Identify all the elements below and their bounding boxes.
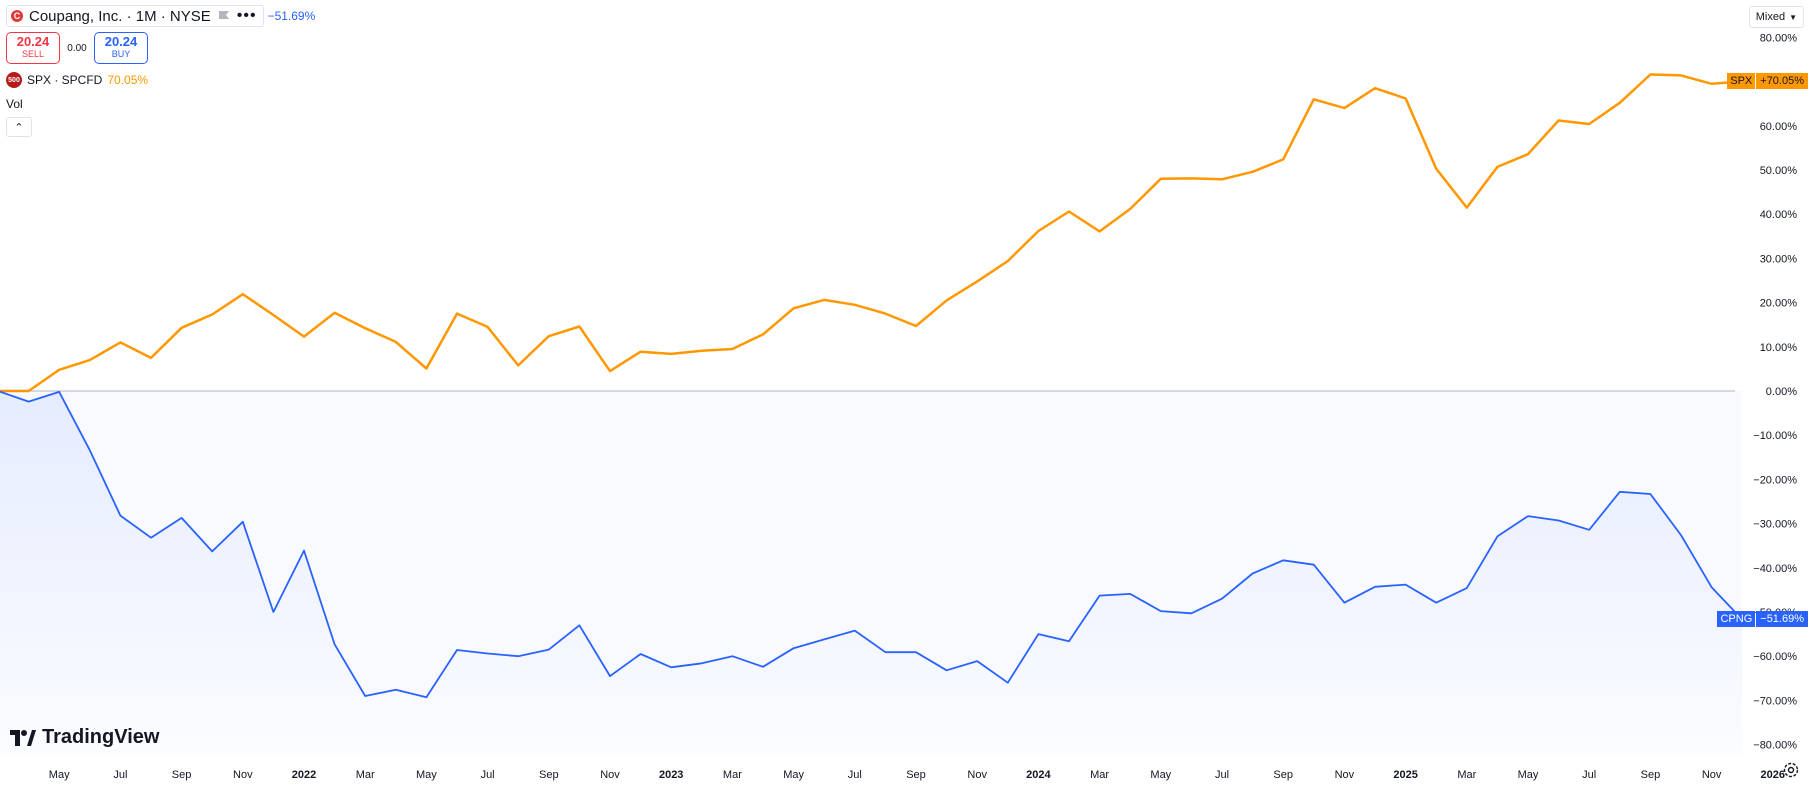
- cpng-area-fill: [0, 391, 1743, 755]
- chart-legend: C Coupang, Inc. · 1M · NYSE ••• −51.69% …: [6, 5, 316, 137]
- y-tick-label: −30.00%: [1753, 519, 1797, 531]
- scale-mode-button[interactable]: Mixed ▼: [1748, 6, 1804, 28]
- cpng-series-line: [0, 390, 1743, 699]
- y-tick-label: −60.00%: [1753, 651, 1797, 663]
- y-tick-label: 20.00%: [1760, 298, 1798, 310]
- compare-symbol: SPX · SPCFD: [27, 73, 103, 87]
- more-options-icon[interactable]: •••: [236, 7, 257, 24]
- buy-button[interactable]: 20.24 BUY: [94, 32, 148, 64]
- y-tick-label: 40.00%: [1760, 209, 1798, 221]
- main-change: −51.69%: [267, 9, 316, 23]
- spx-tag-value: +70.05%: [1756, 73, 1808, 90]
- x-tick-label: May: [1150, 769, 1171, 781]
- x-tick-label: May: [49, 769, 70, 781]
- buy-label: BUY: [111, 49, 131, 59]
- buy-price: 20.24: [104, 34, 138, 49]
- symbol-title-box[interactable]: C Coupang, Inc. · 1M · NYSE •••: [6, 5, 264, 27]
- x-tick-label: Mar: [1090, 769, 1109, 781]
- y-tick-label: 0.00%: [1766, 386, 1797, 398]
- y-tick-label: 80.00%: [1760, 32, 1798, 44]
- y-tick-label: 60.00%: [1760, 121, 1798, 133]
- x-tick-label: Mar: [1457, 769, 1476, 781]
- y-tick-label: 50.00%: [1760, 165, 1798, 177]
- compare-change: 70.05%: [107, 73, 149, 87]
- x-tick-label: Nov: [967, 769, 987, 781]
- y-tick-label: −40.00%: [1753, 563, 1797, 575]
- x-tick-label: Mar: [723, 769, 742, 781]
- x-tick-label: Jul: [481, 769, 495, 781]
- tradingview-logo[interactable]: TradingView: [10, 726, 159, 749]
- y-tick-label: −10.00%: [1753, 430, 1797, 442]
- x-tick-label: Jul: [1215, 769, 1229, 781]
- y-tick-label: −70.00%: [1753, 695, 1797, 707]
- x-tick-label: 2026: [1761, 769, 1785, 781]
- y-tick-label: 10.00%: [1760, 342, 1798, 354]
- sell-button[interactable]: 20.24 SELL: [6, 32, 60, 64]
- x-tick-label: Mar: [356, 769, 375, 781]
- spx-series-line: [0, 73, 1743, 393]
- spx-price-tag: SPX +70.05%: [1727, 73, 1808, 90]
- x-tick-label: Nov: [1335, 769, 1355, 781]
- collapse-legend-button[interactable]: ⌃: [6, 117, 32, 137]
- x-tick-label: 2025: [1393, 769, 1417, 781]
- spx-logo-icon: 500: [6, 72, 22, 88]
- spread-value: 0.00: [67, 42, 87, 54]
- gear-icon[interactable]: [1782, 761, 1800, 779]
- x-tick-label: Jul: [848, 769, 862, 781]
- x-tick-label: 2024: [1026, 769, 1051, 781]
- x-tick-label: Nov: [233, 769, 253, 781]
- y-tick-label: −20.00%: [1753, 474, 1797, 486]
- x-tick-label: Sep: [172, 769, 192, 781]
- tradingview-logo-text: TradingView: [42, 726, 160, 748]
- coupang-logo-icon: C: [11, 10, 23, 22]
- x-tick-label: Jul: [113, 769, 127, 781]
- flag-icon[interactable]: [217, 10, 231, 22]
- x-tick-label: 2022: [292, 769, 316, 781]
- x-tick-label: 2023: [659, 769, 683, 781]
- x-tick-label: Jul: [1582, 769, 1596, 781]
- sell-label: SELL: [21, 49, 45, 59]
- spx-tag-name: SPX: [1727, 73, 1756, 90]
- volume-label[interactable]: Vol: [6, 97, 23, 111]
- x-tick-label: May: [416, 769, 437, 781]
- symbol-title: Coupang, Inc. · 1M · NYSE: [29, 7, 211, 25]
- sell-price: 20.24: [16, 34, 50, 49]
- y-tick-label: −80.00%: [1753, 740, 1797, 752]
- x-tick-label: Nov: [1702, 769, 1722, 781]
- cpng-tag-name: CPNG: [1717, 611, 1756, 628]
- y-tick-label: 30.00%: [1760, 253, 1798, 265]
- x-tick-label: May: [783, 769, 804, 781]
- cpng-tag-value: −51.69%: [1756, 611, 1808, 628]
- chevron-up-icon: ⌃: [14, 121, 24, 134]
- scale-mode-label: Mixed: [1755, 11, 1786, 23]
- x-tick-label: Sep: [539, 769, 559, 781]
- x-tick-label: May: [1518, 769, 1539, 781]
- x-tick-label: Sep: [1641, 769, 1661, 781]
- x-tick-label: Sep: [906, 769, 926, 781]
- cpng-price-tag: CPNG −51.69%: [1717, 611, 1808, 628]
- tradingview-logo-icon: [10, 729, 36, 746]
- compare-legend-row[interactable]: 500 SPX · SPCFD 70.05%: [6, 72, 315, 88]
- x-tick-label: Sep: [1273, 769, 1293, 781]
- x-tick-label: Nov: [600, 769, 620, 781]
- chevron-down-icon: ▼: [1789, 12, 1797, 22]
